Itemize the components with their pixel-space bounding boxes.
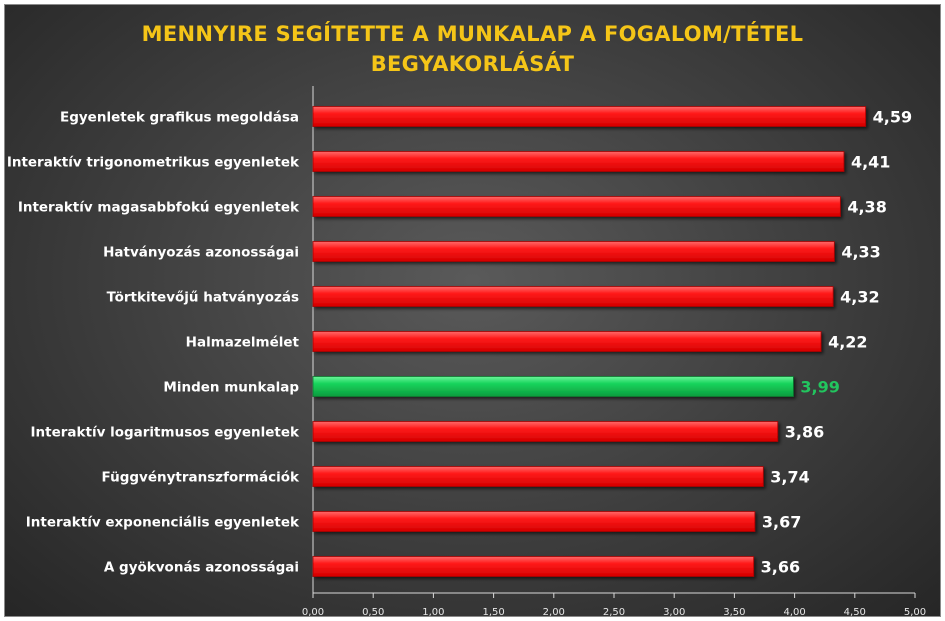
bar (312, 556, 755, 577)
category-label: Hatványozás azonosságai (103, 245, 299, 261)
x-tick-label: 1,00 (422, 607, 444, 617)
data-label: 3,66 (761, 558, 800, 577)
x-tick-label: 1,50 (482, 607, 504, 617)
data-label: 3,86 (785, 423, 824, 442)
data-label: 4,33 (841, 243, 880, 262)
bar (312, 151, 845, 172)
x-tick-label: 0,00 (302, 607, 324, 617)
bar (312, 241, 835, 262)
bar (312, 286, 834, 307)
data-label: 3,99 (800, 378, 839, 397)
chart-title-line-1: MENNYIRE SEGÍTETTE A MUNKALAP A FOGALOM/… (141, 22, 804, 46)
bar (312, 331, 822, 352)
category-label: Interaktív magasabbfokú egyenletek (18, 200, 300, 216)
category-label: Interaktív exponenciális egyenletek (26, 515, 300, 531)
category-label: Interaktív trigonometrikus egyenletek (7, 155, 300, 171)
bar (312, 106, 867, 127)
x-tick-label: 3,00 (663, 607, 685, 617)
bar (312, 421, 779, 442)
x-tick-label: 3,50 (723, 607, 745, 617)
category-label: Interaktív logaritmusos egyenletek (31, 425, 300, 441)
category-label: Függvénytranszformációk (102, 470, 300, 486)
category-label: Törtkitevőjű hatványozás (107, 290, 299, 306)
data-label: 3,74 (770, 468, 809, 487)
chart-title: MENNYIRE SEGÍTETTE A MUNKALAP A FOGALOM/… (5, 19, 940, 79)
chart-frame: MENNYIRE SEGÍTETTE A MUNKALAP A FOGALOM/… (4, 4, 941, 617)
x-tick-label: 2,50 (603, 607, 625, 617)
bar (312, 466, 764, 487)
x-tick-label: 0,50 (362, 607, 384, 617)
chart-title-line-2: BEGYAKORLÁSÁT (370, 52, 575, 76)
x-tick-label: 4,00 (783, 607, 805, 617)
x-tick-label: 2,00 (543, 607, 565, 617)
data-label: 4,41 (851, 153, 890, 172)
bar (312, 196, 841, 217)
x-tick-label: 4,50 (844, 607, 866, 617)
data-label: 4,59 (873, 108, 912, 127)
data-label: 4,22 (828, 333, 867, 352)
data-label: 3,67 (762, 513, 801, 532)
category-label: Halmazelmélet (186, 335, 300, 351)
category-label: Minden munkalap (163, 380, 299, 396)
category-label: Egyenletek grafikus megoldása (60, 110, 299, 126)
bar-highlight (312, 376, 794, 397)
bar-chart-plot: 0,00 0,50 1,00 1,50 2,00 2,50 3,00 3,50 4,00 4,50… (7, 86, 926, 617)
data-label: 4,32 (840, 288, 879, 307)
category-label: A gyökvonás azonosságai (104, 560, 299, 576)
bar (312, 511, 756, 532)
x-tick-label: 5,00 (904, 607, 926, 617)
data-label: 4,38 (847, 198, 886, 217)
